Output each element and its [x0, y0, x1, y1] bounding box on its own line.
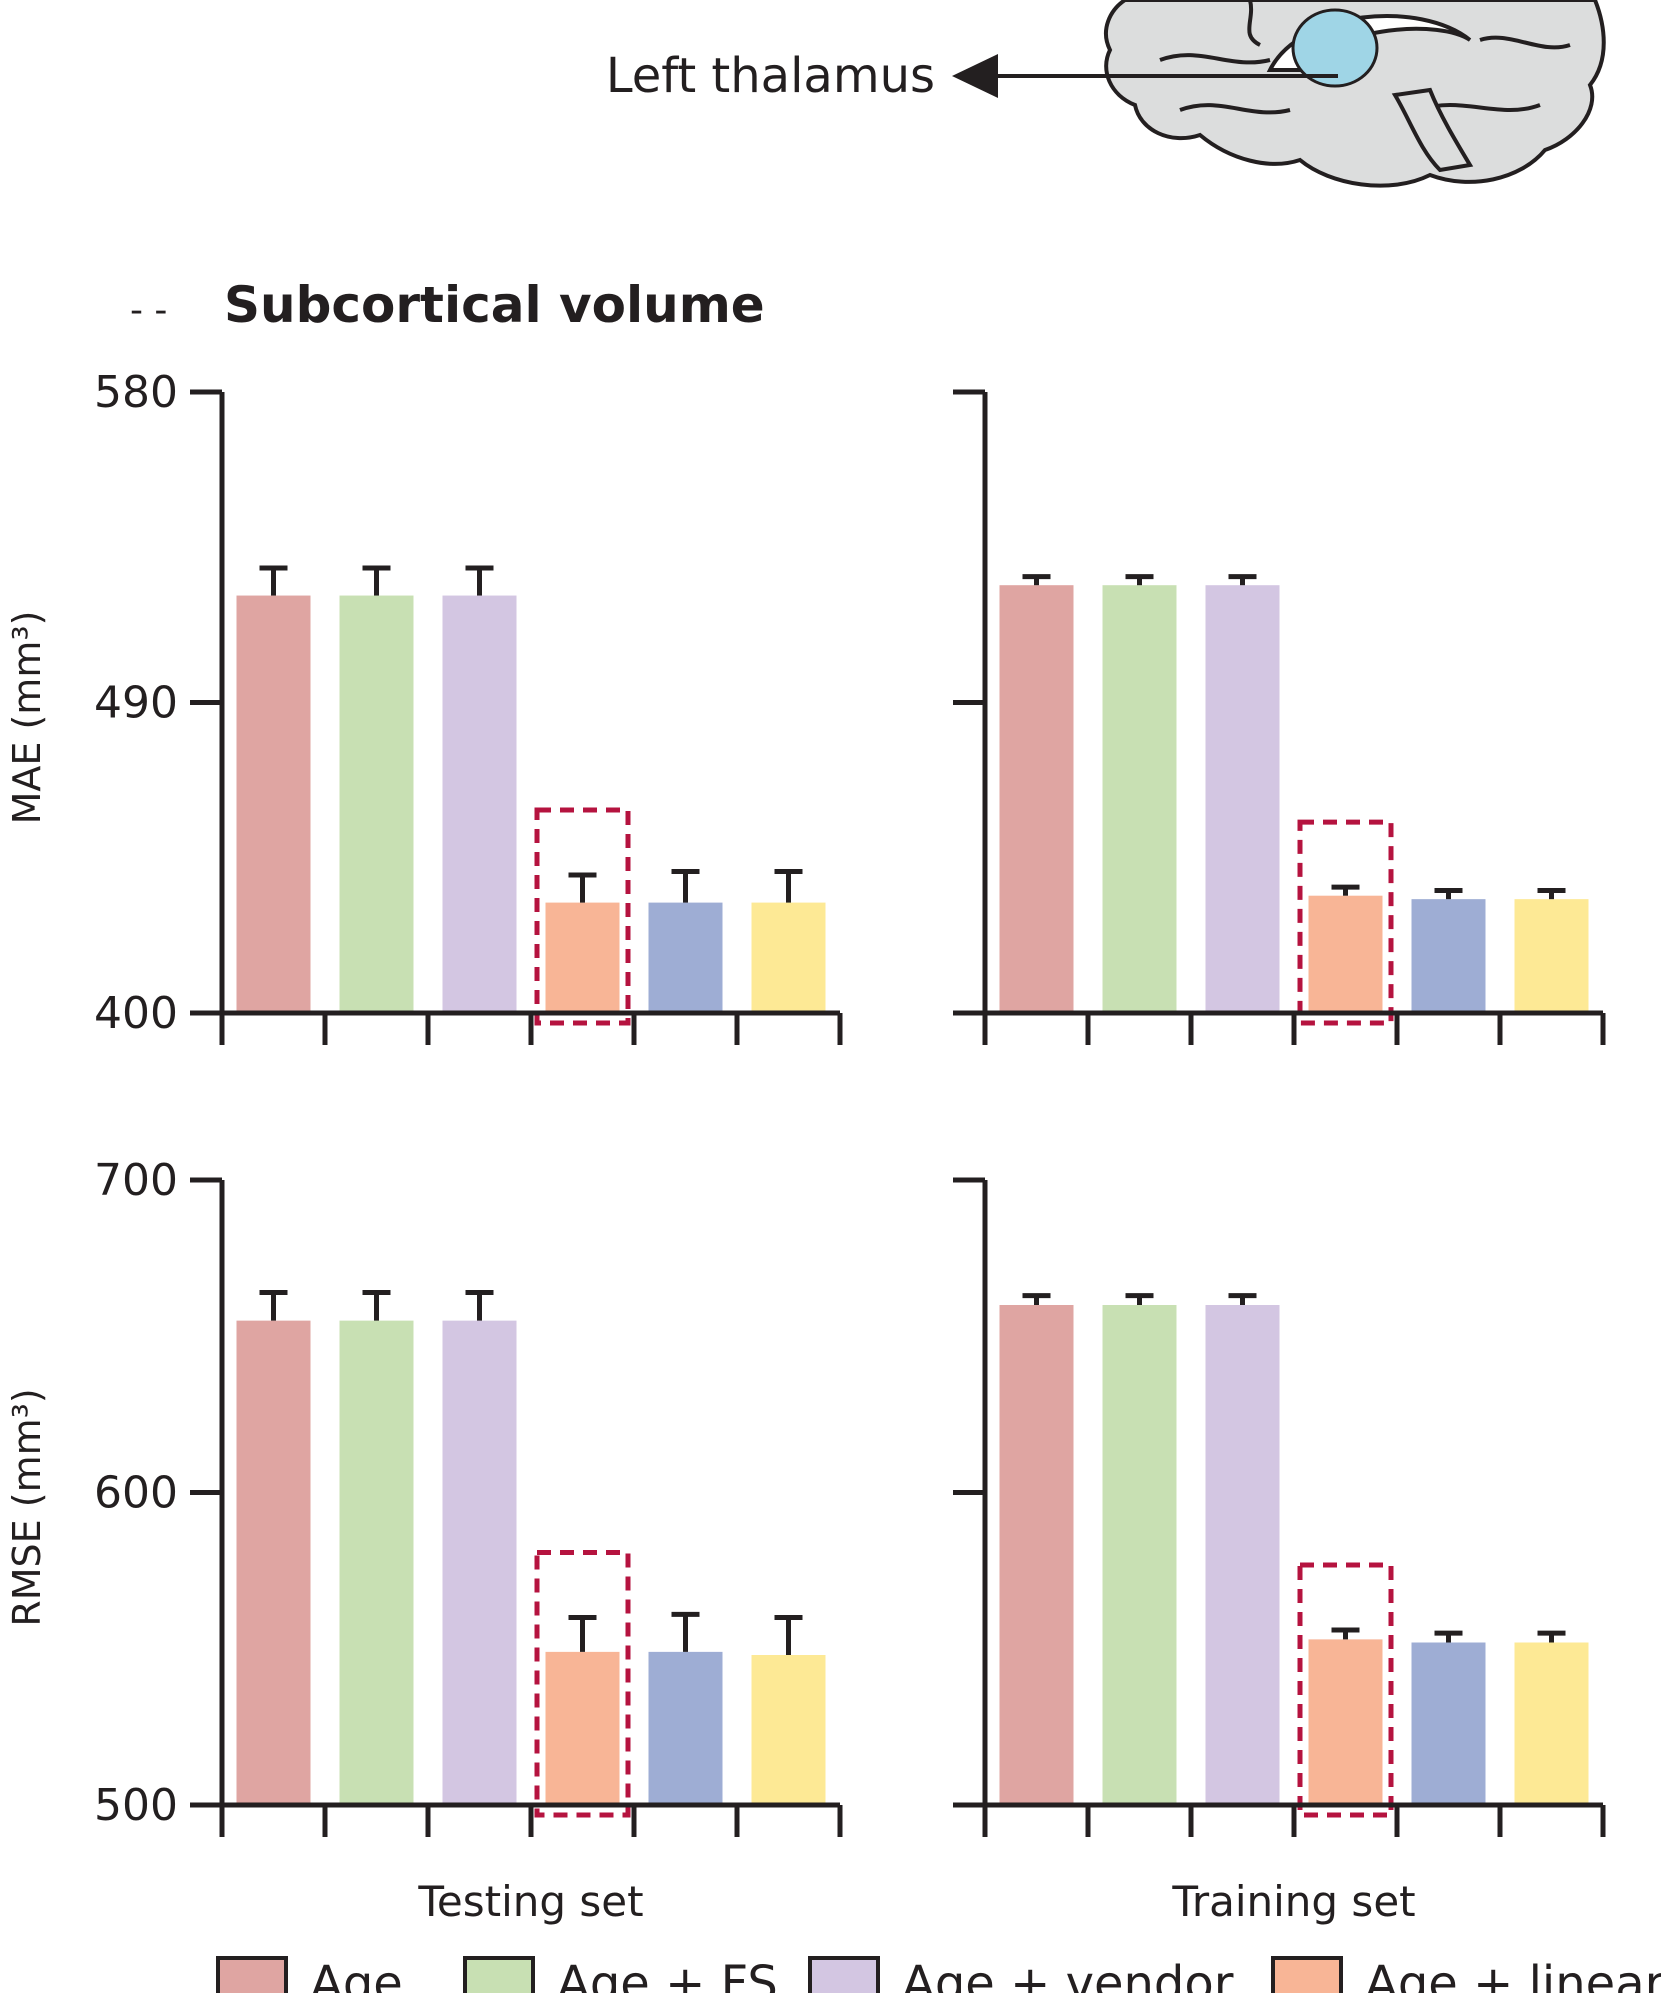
bar [1514, 1642, 1589, 1805]
brain-gyrus-line [1247, 0, 1262, 47]
legend-swatch [216, 1956, 288, 1993]
bar [751, 1655, 826, 1805]
legend-swatch [1271, 1956, 1343, 1993]
y-tick-label: 580 [94, 367, 178, 418]
legend-swatch [808, 1956, 880, 1993]
y-tick-label: 700 [94, 1155, 178, 1206]
highlight-box [1297, 1562, 1394, 1818]
chart-panel [953, 389, 1606, 1045]
bar [648, 1651, 723, 1805]
legend-label: Age [310, 1956, 403, 1993]
chart-panel: 400 490 580 MAE (mm³) [5, 367, 843, 1045]
bar [236, 1320, 311, 1805]
bar [1514, 899, 1589, 1013]
brain-gyrus-line [1479, 35, 1571, 50]
bar [648, 902, 723, 1013]
chart-panel: 500 600 700 RMSE (mm³) Testing set [5, 1155, 843, 1926]
brain-illustration [1104, 0, 1606, 188]
y-axis-label: RMSE (mm³) [5, 1388, 49, 1626]
bar [236, 595, 311, 1013]
bar [1205, 1305, 1280, 1805]
bar [442, 595, 517, 1013]
thalamus-region [1291, 8, 1379, 88]
brain-gyrus-line [1179, 103, 1291, 115]
chart-panels: 400 490 580 MAE (mm³) 500 600 700 RMSE (mm³) Tes… [5, 367, 1606, 1926]
legend-swatch [463, 1956, 535, 1993]
y-tick-label: 400 [94, 988, 178, 1039]
highlight-box [534, 807, 631, 1026]
y-tick-label: 500 [94, 1780, 178, 1831]
panel-title: Subcortical volume [224, 276, 765, 334]
legend: Age Age + FS Age + vendor Age + linear l [216, 1956, 1661, 1993]
chart-panel: Training set [953, 1177, 1606, 1926]
bar [545, 1651, 620, 1805]
bar [1308, 1639, 1383, 1805]
bar [999, 585, 1074, 1013]
y-tick-label: 600 [94, 1468, 178, 1519]
brainstem [1391, 87, 1474, 173]
legend-label: Age + vendor [902, 1956, 1234, 1993]
bar [339, 595, 414, 1013]
bar [1102, 1305, 1177, 1805]
x-axis-label: Training set [1171, 1877, 1415, 1926]
bar [1411, 1642, 1486, 1805]
y-tick-label: 490 [94, 678, 178, 729]
panel-letter: - - [130, 290, 167, 331]
bar [751, 902, 826, 1013]
annotation-arrowhead [952, 54, 998, 98]
bar [1308, 895, 1383, 1013]
annotation-label: Left thalamus [606, 48, 935, 104]
bar [999, 1305, 1074, 1805]
bar [1102, 585, 1177, 1013]
y-axis-label: MAE (mm³) [5, 611, 49, 825]
brain-outline [1104, 0, 1606, 188]
legend-label: Age + linear l [1365, 1956, 1661, 1993]
bar [339, 1320, 414, 1805]
bar [1205, 585, 1280, 1013]
brain-gyrus-line [1159, 53, 1271, 65]
bar [545, 902, 620, 1013]
bar [442, 1320, 517, 1805]
highlight-box [534, 1550, 631, 1818]
legend-label: Age + FS [557, 1956, 778, 1993]
x-axis-label: Testing set [417, 1877, 643, 1926]
highlight-box [1297, 819, 1394, 1026]
bar [1411, 899, 1486, 1013]
thalamus-annotation: Left thalamus [606, 48, 1338, 104]
